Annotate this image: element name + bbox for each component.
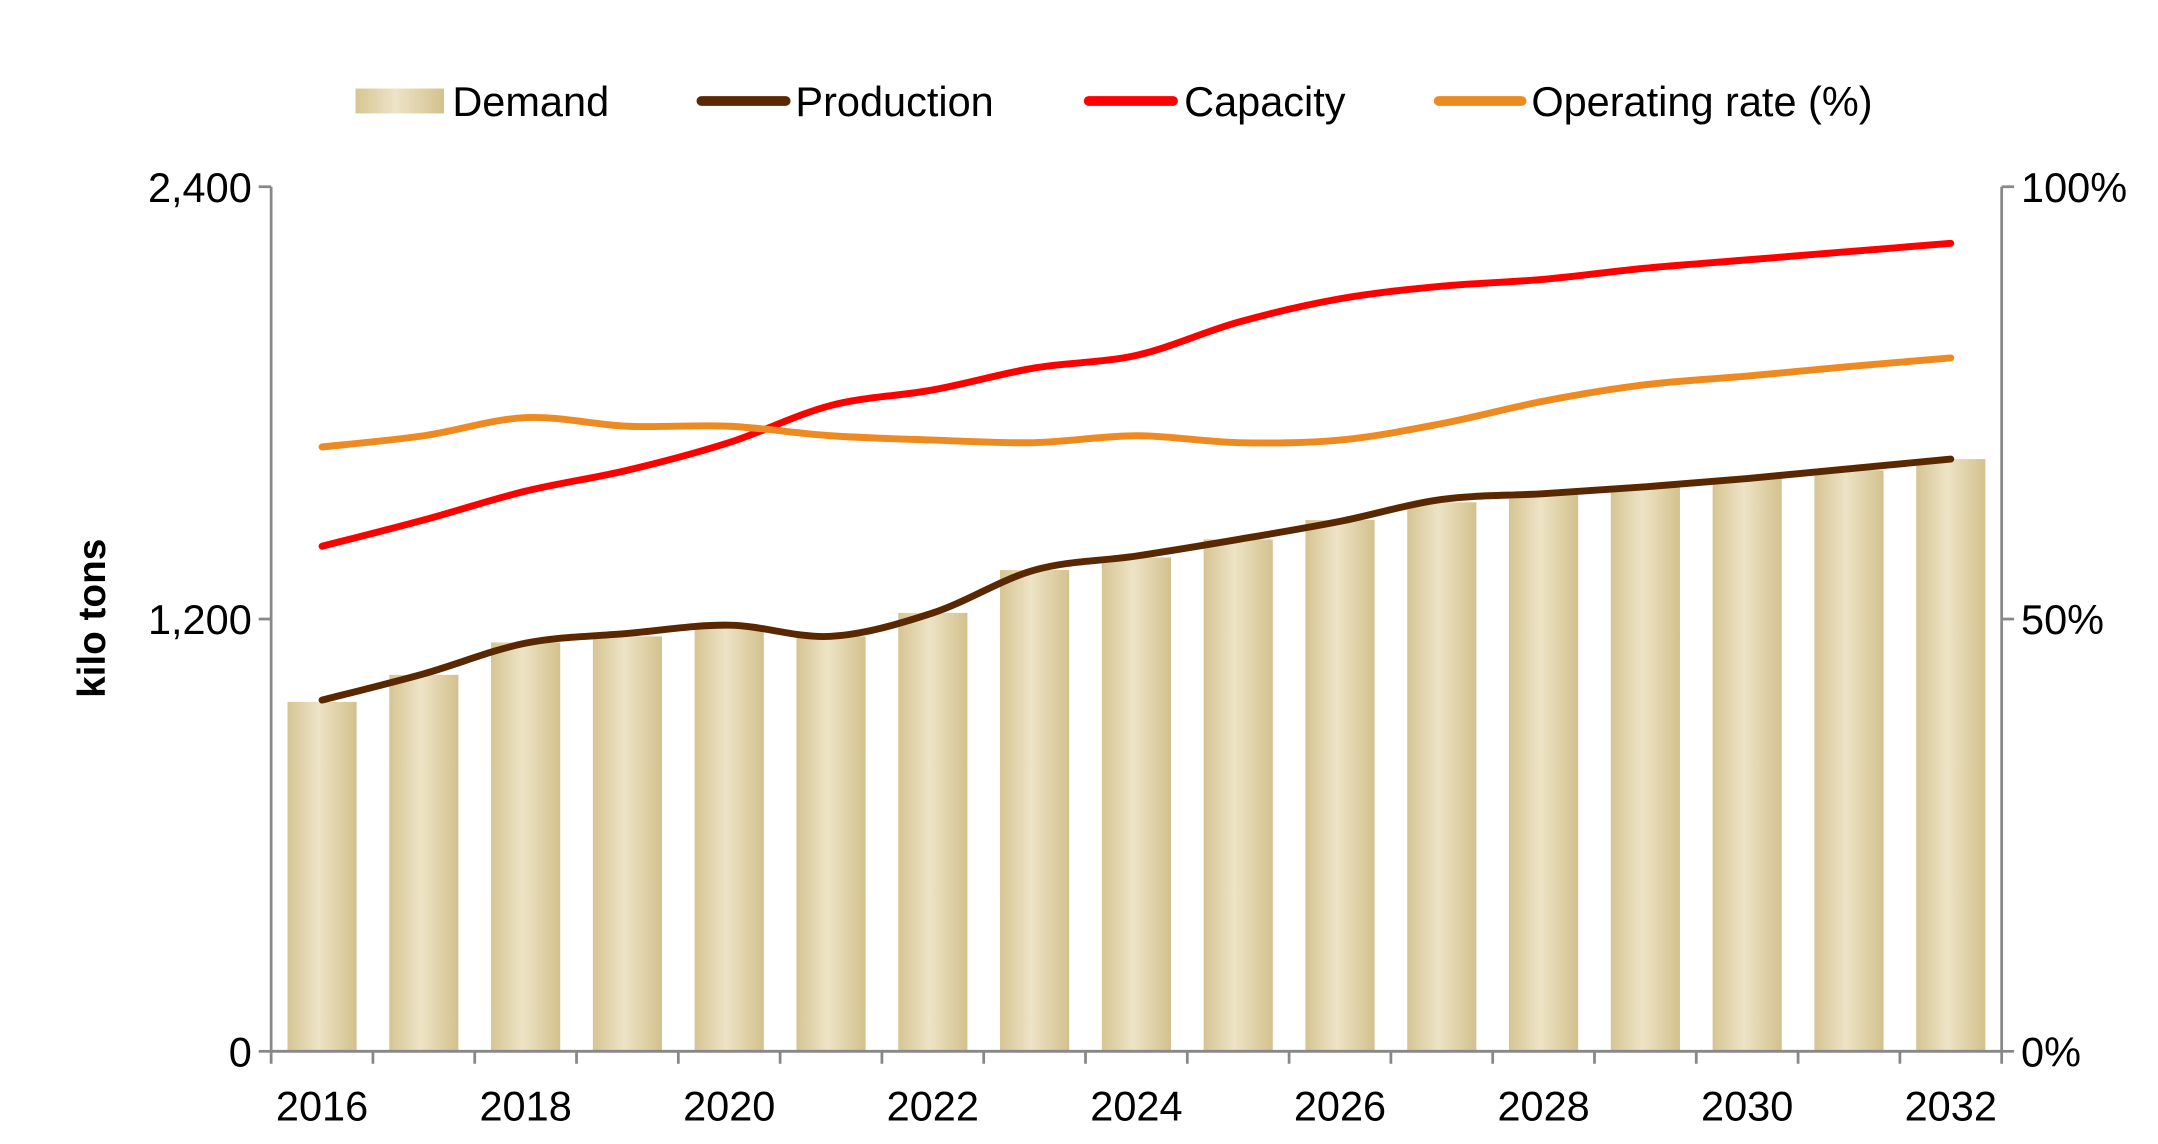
bar-2022 [898,612,968,1052]
line-production [318,455,1955,704]
bar-2031 [1814,470,1884,1052]
bar-2026 [1305,519,1375,1052]
legend: Demand Production Capacity Operating rat… [355,78,1873,125]
legend-label-capacity: Capacity [1184,78,1346,125]
legend-label-production: Production [795,78,993,125]
x-tick-label: 2016 [276,1082,368,1129]
bar-2027 [1407,502,1477,1052]
legend-swatch-demand [355,88,445,114]
y-tick-label-left: 2,400 [148,164,252,211]
x-tick-label: 2022 [887,1082,979,1129]
legend-label-demand: Demand [452,78,609,125]
x-tick-label: 2028 [1497,1082,1589,1129]
bar-2018 [491,642,561,1052]
bar-2025 [1203,539,1273,1052]
y-tick-label-right: 100% [2021,164,2127,211]
bar-2029 [1610,486,1680,1052]
x-tick-label: 2018 [479,1082,571,1129]
bar-2019 [592,636,663,1052]
bar-2028 [1509,493,1579,1052]
line-capacity [318,239,1955,550]
bar-2020 [694,626,764,1052]
y-tick-label-left: 1,200 [148,596,252,643]
y-tick-label-right: 0% [2021,1029,2081,1076]
y-tick-label-left: 0 [229,1029,252,1076]
bar-2024 [1101,557,1171,1052]
line-operating-rate [318,354,1955,451]
y-tick-label-right: 50% [2021,596,2104,643]
x-tick-label: 2020 [683,1082,775,1129]
x-tick-label: 2024 [1090,1082,1182,1129]
x-tick-label: 2032 [1905,1082,1997,1129]
bar-2021 [796,636,866,1052]
x-tick-label: 2026 [1294,1082,1386,1129]
y-axis-label: kilo tons [71,539,114,698]
x-tick-label: 2030 [1701,1082,1793,1129]
legend-label-operating-rate: Operating rate (%) [1531,78,1872,125]
bar-2032 [1916,459,1986,1052]
bar-2030 [1712,478,1782,1052]
bar-2017 [389,674,459,1052]
bar-2023 [1000,570,1070,1052]
bar-2016 [287,701,357,1052]
